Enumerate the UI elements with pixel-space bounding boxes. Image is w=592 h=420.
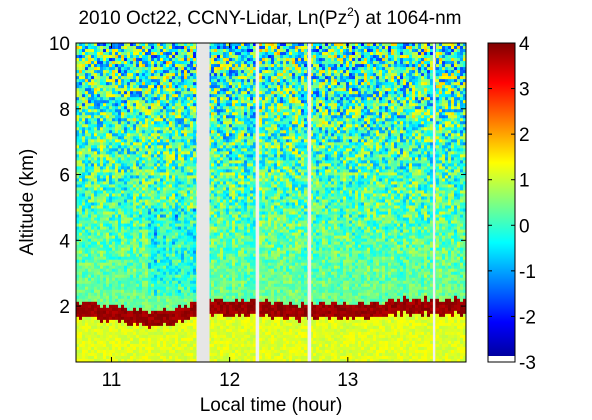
colorbar-tick-label: -3 (519, 353, 536, 374)
x-tick-label: 12 (219, 370, 240, 391)
x-tick-label: 13 (337, 370, 358, 391)
chart-title: 2010 Oct22, CCNY-Lidar, Ln(Pz2) at 1064-… (78, 5, 461, 29)
colorbar (488, 43, 515, 362)
x-tick-label: 11 (102, 370, 122, 391)
y-tick-label: 8 (59, 100, 70, 121)
y-tick-label: 4 (59, 231, 70, 252)
y-axis: 2 4 6 8 10 (49, 34, 466, 318)
y-axis-label: Altitude (km) (17, 149, 38, 256)
colorbar-tick-label: 2 (519, 125, 530, 146)
data-gap (307, 43, 312, 362)
y-tick-label: 6 (59, 166, 70, 187)
colorbar-tick-label: 0 (519, 216, 530, 237)
colorbar-tick-label: 1 (519, 171, 530, 192)
colorbar-tick-label: 3 (519, 80, 530, 101)
colorbar-tick-label: 4 (519, 34, 530, 55)
y-tick-label: 10 (49, 34, 70, 55)
data-gap (255, 43, 260, 362)
colorbar-ticks: 4 3 2 1 0 -1 -2 -3 (488, 34, 536, 374)
plot-frame (75, 42, 467, 363)
x-axis: 11 12 13 (102, 43, 358, 391)
lidar-heatmap (76, 43, 466, 362)
x-axis-label: Local time (hour) (200, 395, 343, 416)
data-gap (432, 43, 436, 362)
colorbar-tick-label: -1 (519, 262, 536, 283)
data-gaps (196, 43, 436, 362)
data-gap (196, 43, 210, 362)
colorbar-frame (487, 42, 516, 363)
y-tick-label: 2 (59, 297, 70, 318)
colorbar-tick-label: -2 (519, 307, 536, 328)
colorbar-low-band (488, 356, 515, 362)
